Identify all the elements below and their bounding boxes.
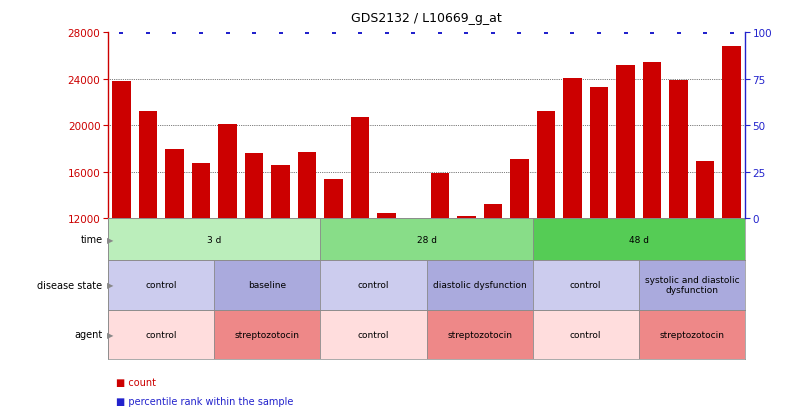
Bar bbox=[108, 260, 215, 310]
Text: diastolic dysfunction: diastolic dysfunction bbox=[433, 280, 526, 290]
Text: disease state: disease state bbox=[38, 280, 103, 290]
Text: 28 d: 28 d bbox=[417, 235, 437, 244]
Bar bbox=[430, 173, 449, 219]
Bar bbox=[533, 219, 745, 260]
Bar bbox=[215, 260, 320, 310]
Bar bbox=[215, 310, 320, 359]
Bar bbox=[218, 125, 237, 219]
Bar bbox=[457, 216, 476, 219]
Bar bbox=[426, 260, 533, 310]
Bar bbox=[723, 47, 741, 219]
Bar bbox=[616, 66, 635, 219]
Bar bbox=[642, 63, 662, 219]
Text: streptozotocin: streptozotocin bbox=[659, 330, 724, 339]
Text: GDS2132 / L10669_g_at: GDS2132 / L10669_g_at bbox=[351, 12, 502, 25]
Bar bbox=[351, 118, 369, 219]
Text: ▶: ▶ bbox=[107, 235, 113, 244]
Bar bbox=[638, 310, 745, 359]
Text: control: control bbox=[358, 280, 389, 290]
Text: control: control bbox=[570, 280, 602, 290]
Bar bbox=[533, 310, 638, 359]
Bar bbox=[324, 179, 343, 219]
Bar bbox=[191, 163, 211, 219]
Bar bbox=[165, 149, 183, 219]
Text: streptozotocin: streptozotocin bbox=[235, 330, 300, 339]
Text: time: time bbox=[80, 235, 103, 244]
Bar bbox=[320, 219, 533, 260]
Bar bbox=[108, 219, 320, 260]
Bar bbox=[139, 112, 157, 219]
Bar bbox=[272, 166, 290, 219]
Text: 48 d: 48 d bbox=[629, 235, 649, 244]
Bar bbox=[298, 153, 316, 219]
Text: ■ percentile rank within the sample: ■ percentile rank within the sample bbox=[116, 396, 293, 406]
Text: control: control bbox=[146, 280, 177, 290]
Bar bbox=[533, 260, 638, 310]
Bar bbox=[537, 112, 555, 219]
Text: 3 d: 3 d bbox=[207, 235, 221, 244]
Bar bbox=[377, 213, 396, 219]
Text: systolic and diastolic
dysfunction: systolic and diastolic dysfunction bbox=[645, 275, 739, 294]
Text: ▶: ▶ bbox=[107, 330, 113, 339]
Text: control: control bbox=[146, 330, 177, 339]
Text: control: control bbox=[570, 330, 602, 339]
Bar bbox=[320, 310, 426, 359]
Text: streptozotocin: streptozotocin bbox=[447, 330, 512, 339]
Bar bbox=[696, 162, 714, 219]
Bar bbox=[510, 160, 529, 219]
Bar bbox=[245, 154, 264, 219]
Text: ■ count: ■ count bbox=[116, 377, 156, 387]
Bar bbox=[590, 88, 608, 219]
Bar bbox=[320, 260, 426, 310]
Bar bbox=[112, 82, 131, 219]
Bar bbox=[108, 310, 215, 359]
Text: control: control bbox=[358, 330, 389, 339]
Bar bbox=[638, 260, 745, 310]
Bar bbox=[670, 81, 688, 219]
Bar bbox=[426, 310, 533, 359]
Bar bbox=[484, 205, 502, 219]
Text: agent: agent bbox=[74, 330, 103, 339]
Text: baseline: baseline bbox=[248, 280, 287, 290]
Bar bbox=[563, 78, 582, 219]
Text: ▶: ▶ bbox=[107, 280, 113, 290]
